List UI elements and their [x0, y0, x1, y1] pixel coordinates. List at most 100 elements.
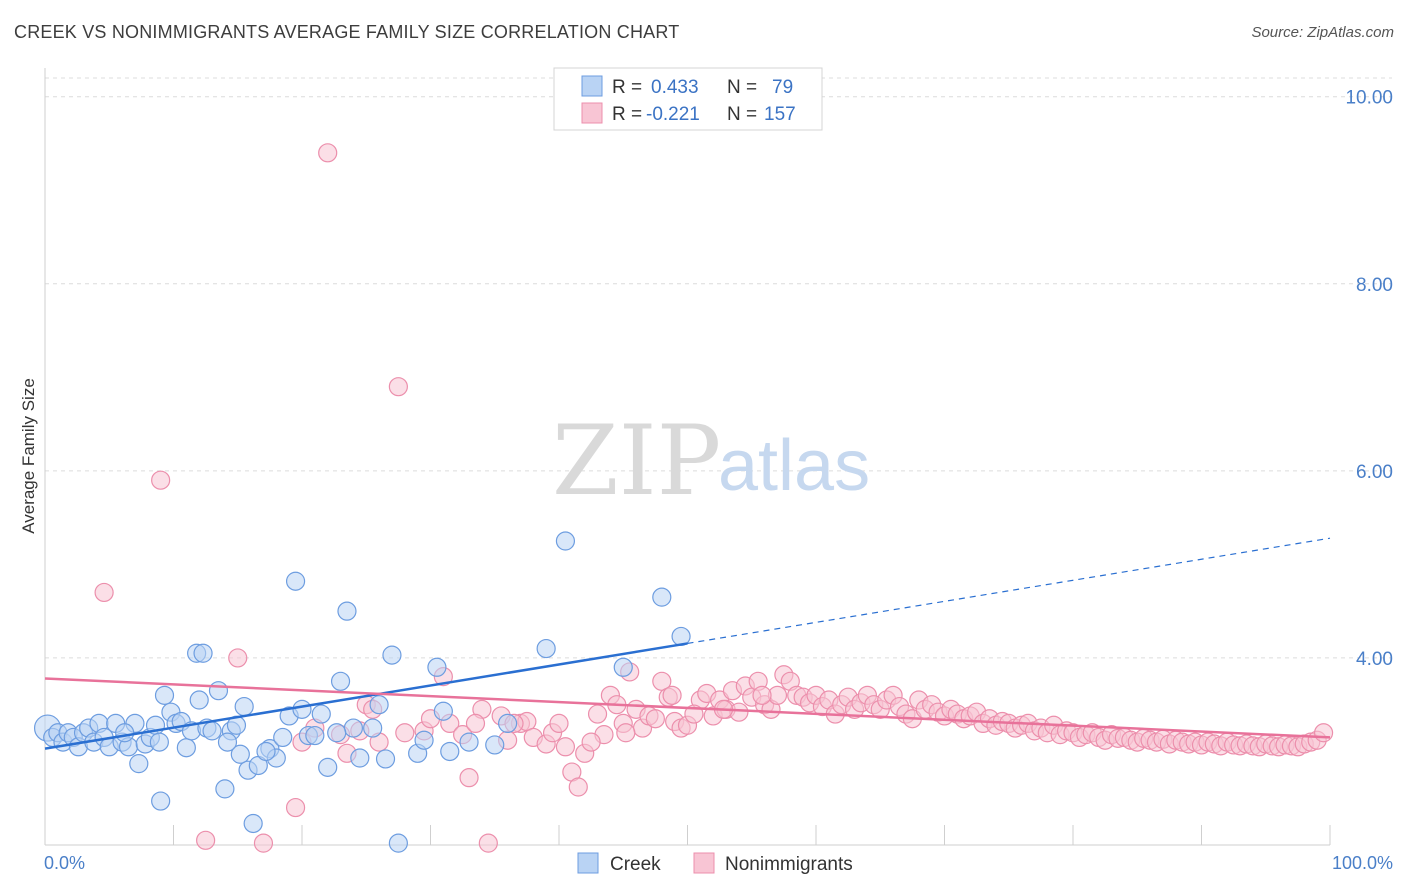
grid-lines	[45, 77, 1392, 659]
bottom-legend-non: Nonimmigrants	[725, 854, 853, 875]
creek-point-26	[176, 738, 196, 758]
watermark-atlas: atlas	[718, 426, 870, 506]
creek-trend-extension	[687, 537, 1331, 645]
creek-point-73	[369, 695, 389, 715]
legend-creek-swatch	[581, 75, 603, 97]
creek-point-50	[311, 704, 331, 724]
creek-point-52	[330, 671, 351, 691]
creek-point-33	[208, 681, 229, 701]
non-point-22	[478, 833, 498, 853]
legend-non-r-value: -0.221	[646, 104, 700, 125]
creek-point-37	[230, 744, 250, 764]
non-point-5	[285, 797, 306, 818]
source-label: Source: ZipAtlas.com	[1251, 24, 1394, 41]
creek-point-55	[350, 748, 370, 768]
non-point-2	[196, 830, 216, 850]
nonimmigrants-points	[94, 143, 1334, 853]
non-point-157	[752, 685, 772, 705]
y-tick-label-0: 4.00	[1356, 649, 1393, 670]
creek-point-76	[217, 732, 238, 752]
legend-non-r-label: R =	[612, 104, 642, 125]
creek-point-63	[433, 701, 453, 721]
x-tick-label-1: 100.0%	[1332, 853, 1393, 873]
creek-point-38	[234, 696, 254, 717]
non-point-152	[581, 732, 601, 752]
creek-point-34	[215, 779, 235, 799]
legend: R = 0.433 N = 79 R = -0.221 N = 157	[553, 67, 823, 131]
y-tick-label-1: 6.00	[1356, 462, 1393, 483]
creek-point-58	[382, 645, 402, 665]
legend-non-swatch	[581, 102, 603, 124]
non-trend-line	[44, 677, 1331, 739]
non-point-34	[587, 704, 608, 724]
non-point-30	[555, 737, 576, 757]
non-point-13	[388, 377, 408, 397]
creek-point-46	[285, 571, 306, 591]
legend-non-n-value: 157	[764, 104, 796, 125]
bottom-legend-creek: Creek	[610, 854, 661, 875]
creek-points	[33, 531, 691, 853]
creek-point-54	[343, 718, 363, 738]
creek-point-29	[189, 690, 209, 710]
non-point-153	[616, 723, 636, 743]
creek-point-59	[388, 833, 408, 853]
creek-point-74	[327, 723, 347, 743]
chart-title: CREEK VS NONIMMIGRANTS AVERAGE FAMILY SI…	[14, 22, 680, 42]
bottom-legend: Creek Nonimmigrants	[577, 852, 853, 875]
x-tick-labels: 0.0% 100.0%	[44, 853, 1393, 873]
legend-creek-n-value: 79	[772, 77, 793, 98]
creek-point-64	[440, 741, 460, 762]
creek-point-53	[337, 601, 357, 621]
creek-point-51	[318, 757, 338, 777]
creek-point-47	[292, 699, 312, 719]
creek-point-70	[613, 657, 633, 677]
non-point-146	[1313, 723, 1334, 743]
legend-non-n-label: N =	[727, 104, 757, 125]
y-axis-label: Average Family Size	[19, 378, 38, 534]
creek-point-40	[243, 813, 263, 834]
non-point-20	[459, 768, 479, 788]
non-point-0	[94, 582, 114, 603]
creek-point-67	[555, 531, 576, 551]
trend-lines	[44, 537, 1331, 750]
non-point-14	[395, 723, 415, 743]
watermark: ZIP atlas	[552, 405, 870, 517]
bottom-legend-non-swatch	[693, 852, 715, 874]
creek-point-78	[115, 723, 135, 743]
creek-point-77	[149, 732, 169, 752]
non-point-32	[568, 777, 588, 797]
creek-point-68	[652, 587, 672, 607]
legend-creek-r-value: 0.433	[651, 77, 699, 98]
creek-point-49	[305, 725, 325, 746]
creek-point-75	[256, 741, 276, 762]
x-tick-label-0: 0.0%	[44, 853, 85, 873]
non-point-3	[228, 648, 248, 668]
watermark-zip: ZIP	[552, 405, 721, 517]
creek-point-62	[427, 657, 447, 677]
y-tick-label-2: 8.00	[1356, 275, 1393, 296]
legend-creek-n-label: N =	[727, 77, 757, 98]
creek-point-32	[202, 721, 222, 741]
non-point-151	[549, 713, 569, 734]
creek-point-17	[129, 754, 149, 774]
creek-point-21	[151, 791, 171, 811]
non-point-6	[318, 143, 338, 163]
creek-point-44	[273, 727, 293, 748]
legend-creek-r-label: R =	[612, 77, 642, 98]
creek-point-22	[154, 685, 175, 705]
creek-point-56	[363, 718, 383, 738]
creek-point-72	[459, 732, 479, 752]
creek-point-57	[375, 749, 396, 769]
non-point-4	[253, 833, 274, 853]
creek-trend-line	[44, 642, 688, 750]
y-tick-label-3: 10.00	[1345, 88, 1393, 109]
creek-point-61	[414, 730, 434, 750]
non-point-149	[465, 713, 486, 734]
y-tick-labels: 4.00 6.00 8.00 10.00	[1345, 88, 1393, 670]
creek-point-30	[193, 643, 213, 663]
non-point-154	[662, 685, 682, 705]
creek-point-66	[536, 638, 556, 659]
non-point-43	[645, 709, 665, 729]
creek-point-71	[498, 713, 518, 734]
